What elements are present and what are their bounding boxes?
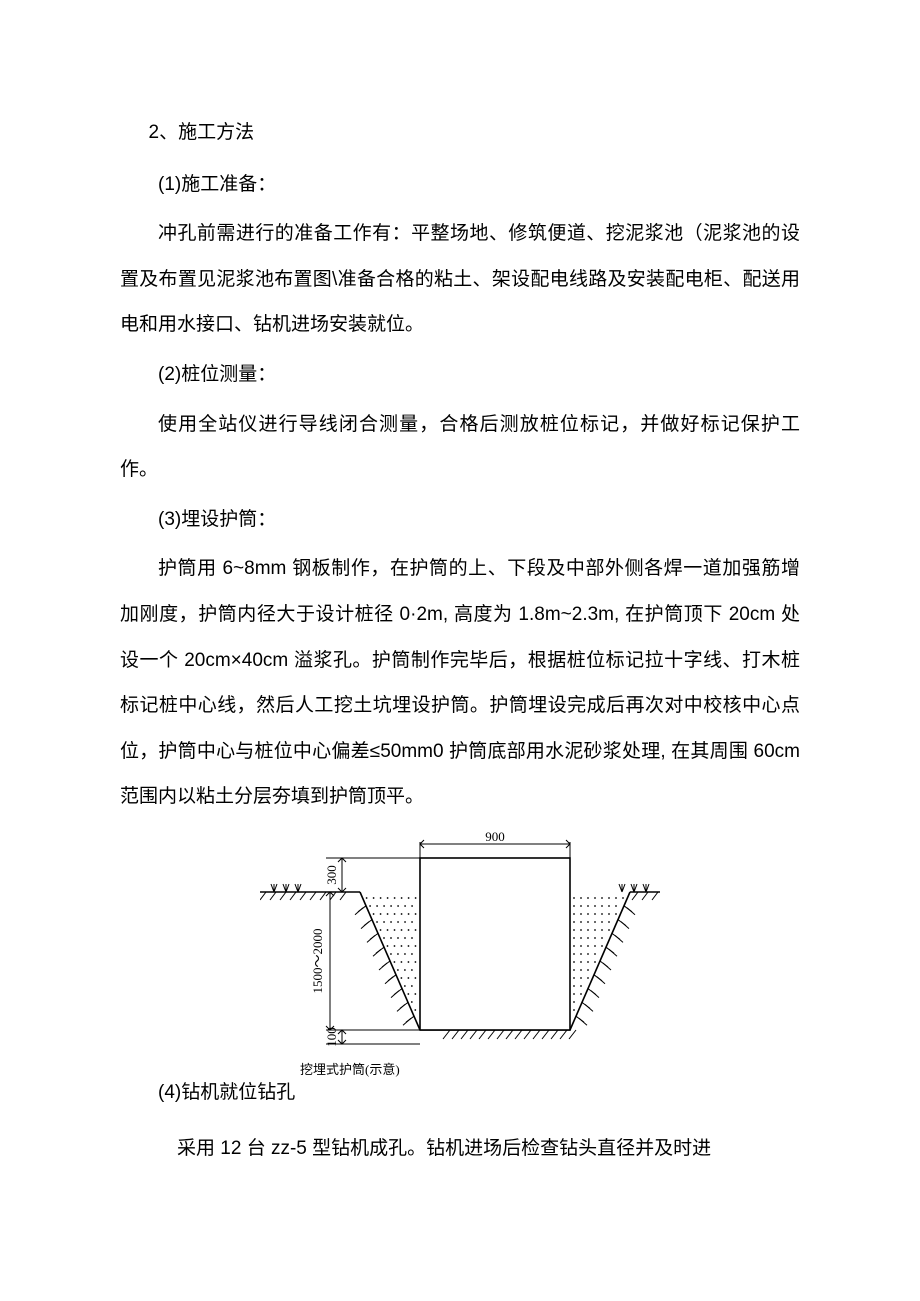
svg-text:100: 100 [324,1027,339,1047]
subsection-4-body: 采用 12 台 zz-5 型钻机成孔。钻机进场后检查钻头直径并及时进 [120,1126,800,1172]
svg-text:1500～2000: 1500～2000 [310,928,325,993]
subsection-2-title: (2)桩位测量： [120,352,800,398]
figure-caption: 挖埋式护筒(示意) [300,1062,660,1078]
casing-diagram-figure: 900 300 1500～2000 100 挖埋式护筒(示意) [260,830,660,1078]
subsection-3-title: (3)埋设护筒： [120,497,800,543]
svg-text:300: 300 [324,865,339,885]
subsection-1-title: (1)施工准备： [120,162,800,208]
subsection-3-body: 护筒用 6~8mm 钢板制作，在护筒的上、下段及中部外侧各焊一道加强筋增加刚度，… [120,546,800,820]
document-page: 2、施工方法 (1)施工准备： 冲孔前需进行的准备工作有：平整场地、修筑便道、挖… [0,0,920,1301]
casing-diagram-svg: 900 300 1500～2000 100 [260,830,660,1060]
subsection-1-body: 冲孔前需进行的准备工作有：平整场地、修筑便道、挖泥浆池（泥浆池的设置及布置见泥浆… [120,211,800,348]
subsection-4-title: (4)钻机就位钻孔 [120,1078,800,1108]
subsection-2-body: 使用全站仪进行导线闭合测量，合格后测放桩位标记，并做好标记保护工作。 [120,402,800,493]
svg-text:900: 900 [485,830,505,844]
section-heading: 2、施工方法 [120,110,800,156]
